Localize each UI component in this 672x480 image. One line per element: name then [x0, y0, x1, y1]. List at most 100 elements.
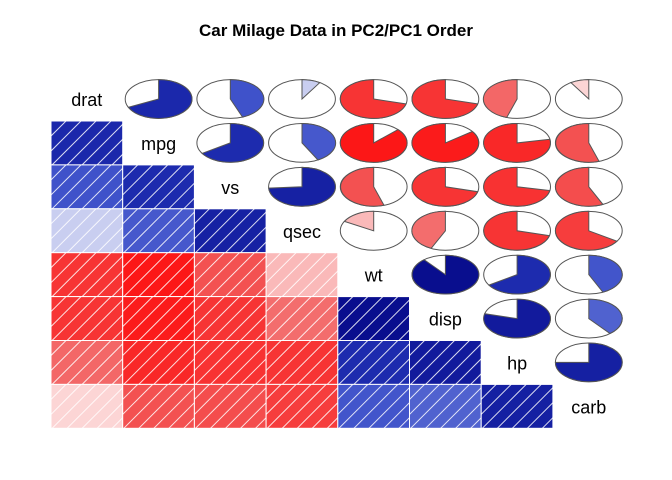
pie-slice [411, 166, 479, 207]
pie-slice [127, 79, 193, 119]
pie-cell [554, 342, 623, 383]
shade-stripes [266, 340, 338, 385]
shade-stripes [337, 384, 410, 429]
shade-rect [122, 296, 195, 342]
pie-slice [482, 79, 518, 119]
pie-slice [555, 122, 600, 163]
pie-slice [588, 298, 623, 335]
variable-label: wt [364, 266, 383, 286]
shade-cell [122, 383, 195, 429]
pie-cell [268, 122, 337, 163]
pie-cell [482, 79, 551, 119]
shade-stripes [337, 296, 410, 341]
shade-stripes [51, 296, 123, 341]
variable-label: carb [571, 397, 606, 417]
shade-rect [337, 340, 410, 385]
shade-cell [50, 383, 124, 429]
pie-cell [483, 210, 551, 251]
shade-stripes [409, 384, 482, 429]
shade-stripes [122, 296, 195, 341]
pie-cell [124, 79, 193, 119]
pie-slice [411, 254, 480, 295]
shade-rect [265, 383, 339, 429]
pie-slice [268, 166, 336, 207]
shade-stripes [409, 340, 482, 385]
shade-stripes [51, 340, 123, 385]
pie-slice [301, 122, 337, 161]
shade-stripes [51, 252, 123, 297]
shade-stripes [51, 164, 123, 209]
variable-label: vs [221, 178, 239, 198]
pie-cell [554, 254, 623, 295]
shade-rect [122, 208, 195, 254]
shade-cell [193, 383, 267, 429]
pie-slice [483, 166, 551, 207]
shade-rect [193, 296, 267, 342]
shade-cell [265, 296, 339, 342]
pie-cell [411, 79, 480, 119]
shade-rect [50, 208, 124, 254]
pie-slice [554, 342, 623, 383]
shade-rect [50, 383, 124, 429]
shade-stripes [122, 340, 195, 385]
pie-cell [411, 210, 480, 251]
pie-cell [554, 210, 623, 251]
shade-stripes [337, 340, 410, 385]
shade-rect [122, 383, 195, 429]
pie-slice [301, 79, 321, 101]
shade-stripes [481, 384, 553, 429]
shade-stripes [122, 384, 195, 429]
shade-stripes [266, 252, 338, 297]
pie-slice [340, 166, 385, 207]
pie-slice [554, 210, 618, 251]
variable-label: mpg [141, 134, 176, 154]
shade-rect [337, 383, 410, 429]
shade-stripes [194, 208, 267, 253]
shade-rect [480, 383, 554, 429]
shade-rect [122, 164, 195, 210]
shade-rect [50, 252, 124, 298]
shade-rect [122, 252, 195, 298]
shade-rect [193, 340, 267, 385]
variable-label: hp [507, 353, 527, 373]
pie-cell [554, 166, 623, 207]
shade-cell [122, 252, 195, 298]
pie-cell [339, 166, 408, 207]
pie-slice [411, 79, 479, 119]
pie-slice [339, 122, 408, 163]
variable-label: qsec [283, 222, 321, 242]
shade-stripes [51, 121, 123, 165]
shade-rect [50, 340, 124, 385]
shade-rect [50, 296, 124, 342]
shade-cell [50, 252, 124, 298]
pie-slice [588, 254, 623, 293]
shade-stripes [266, 296, 338, 341]
shade-rect [409, 340, 482, 385]
pie-slice [569, 79, 590, 101]
shade-cell [50, 296, 124, 342]
shade-cell [193, 340, 267, 385]
shade-cell [337, 296, 410, 342]
shade-cell [50, 340, 124, 385]
pie-cell [483, 166, 551, 207]
shade-rect [337, 296, 410, 342]
shade-rect [409, 383, 482, 429]
pie-slice [487, 254, 551, 295]
shade-stripes [194, 252, 267, 297]
shade-cell [337, 383, 410, 429]
pie-cell [483, 298, 551, 339]
pie-cell [483, 254, 551, 295]
chart-title: Car Milage Data in PC2/PC1 Order [199, 21, 473, 40]
pie-slice [554, 166, 604, 207]
pie-cell [339, 210, 408, 251]
shade-rect [265, 252, 339, 298]
corrgram-cells: drat mpg vs qsec wt disp hp carb [50, 79, 623, 429]
pie-cell [554, 79, 623, 119]
shade-rect [193, 252, 267, 298]
shade-stripes [122, 164, 195, 209]
pie-cell [339, 122, 408, 163]
shade-rect [50, 164, 124, 210]
pie-cell [554, 298, 623, 339]
shade-rect [50, 120, 124, 166]
